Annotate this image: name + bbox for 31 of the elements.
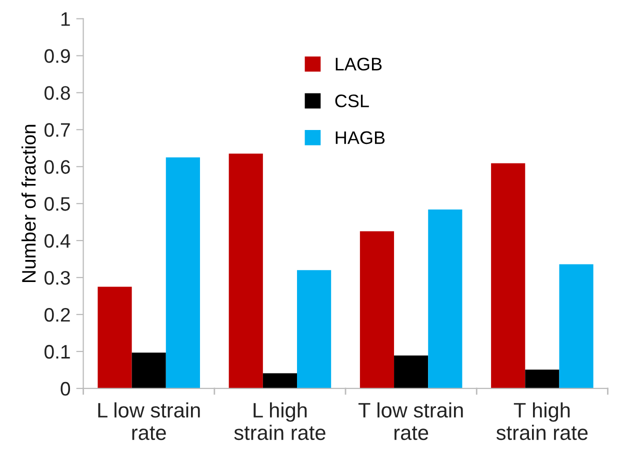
bar: [394, 356, 428, 388]
bar: [297, 270, 332, 388]
x-tick-label: T low strain rate: [358, 402, 463, 440]
bar: [98, 286, 132, 388]
y-axis-title: Number of fraction: [21, 124, 36, 282]
bar: [360, 231, 394, 388]
y-tick-label: 0.5: [44, 197, 70, 211]
x-tick-label: L low strain rate: [98, 402, 200, 440]
bar: [262, 373, 298, 388]
x-tick-label: L high strain rate: [234, 402, 326, 440]
y-tick-label: 0.4: [44, 234, 70, 248]
y-tick-label: 0.6: [44, 160, 70, 174]
y-tick-label: 1: [61, 12, 70, 26]
y-tick-label: 0.1: [44, 344, 70, 359]
y-tick-label: 0.7: [44, 123, 70, 137]
bar: [166, 157, 200, 388]
bar: [428, 209, 462, 388]
y-tick-label: 0: [60, 382, 70, 396]
bar: [525, 370, 560, 388]
bar: [228, 154, 263, 388]
y-tick-label: 0.9: [44, 49, 70, 63]
x-tick-label: T high strain rate: [496, 402, 588, 440]
bar: [132, 352, 166, 388]
bar: [559, 264, 594, 388]
legend-label: CSL: [335, 94, 369, 108]
y-tick-label: 0.8: [44, 86, 70, 100]
y-tick-label: 0.3: [44, 270, 70, 285]
legend-label: LAGB: [336, 58, 382, 71]
legend-label: HAGB: [336, 131, 385, 144]
bar: [491, 163, 526, 388]
y-tick-label: 0.2: [44, 308, 70, 322]
